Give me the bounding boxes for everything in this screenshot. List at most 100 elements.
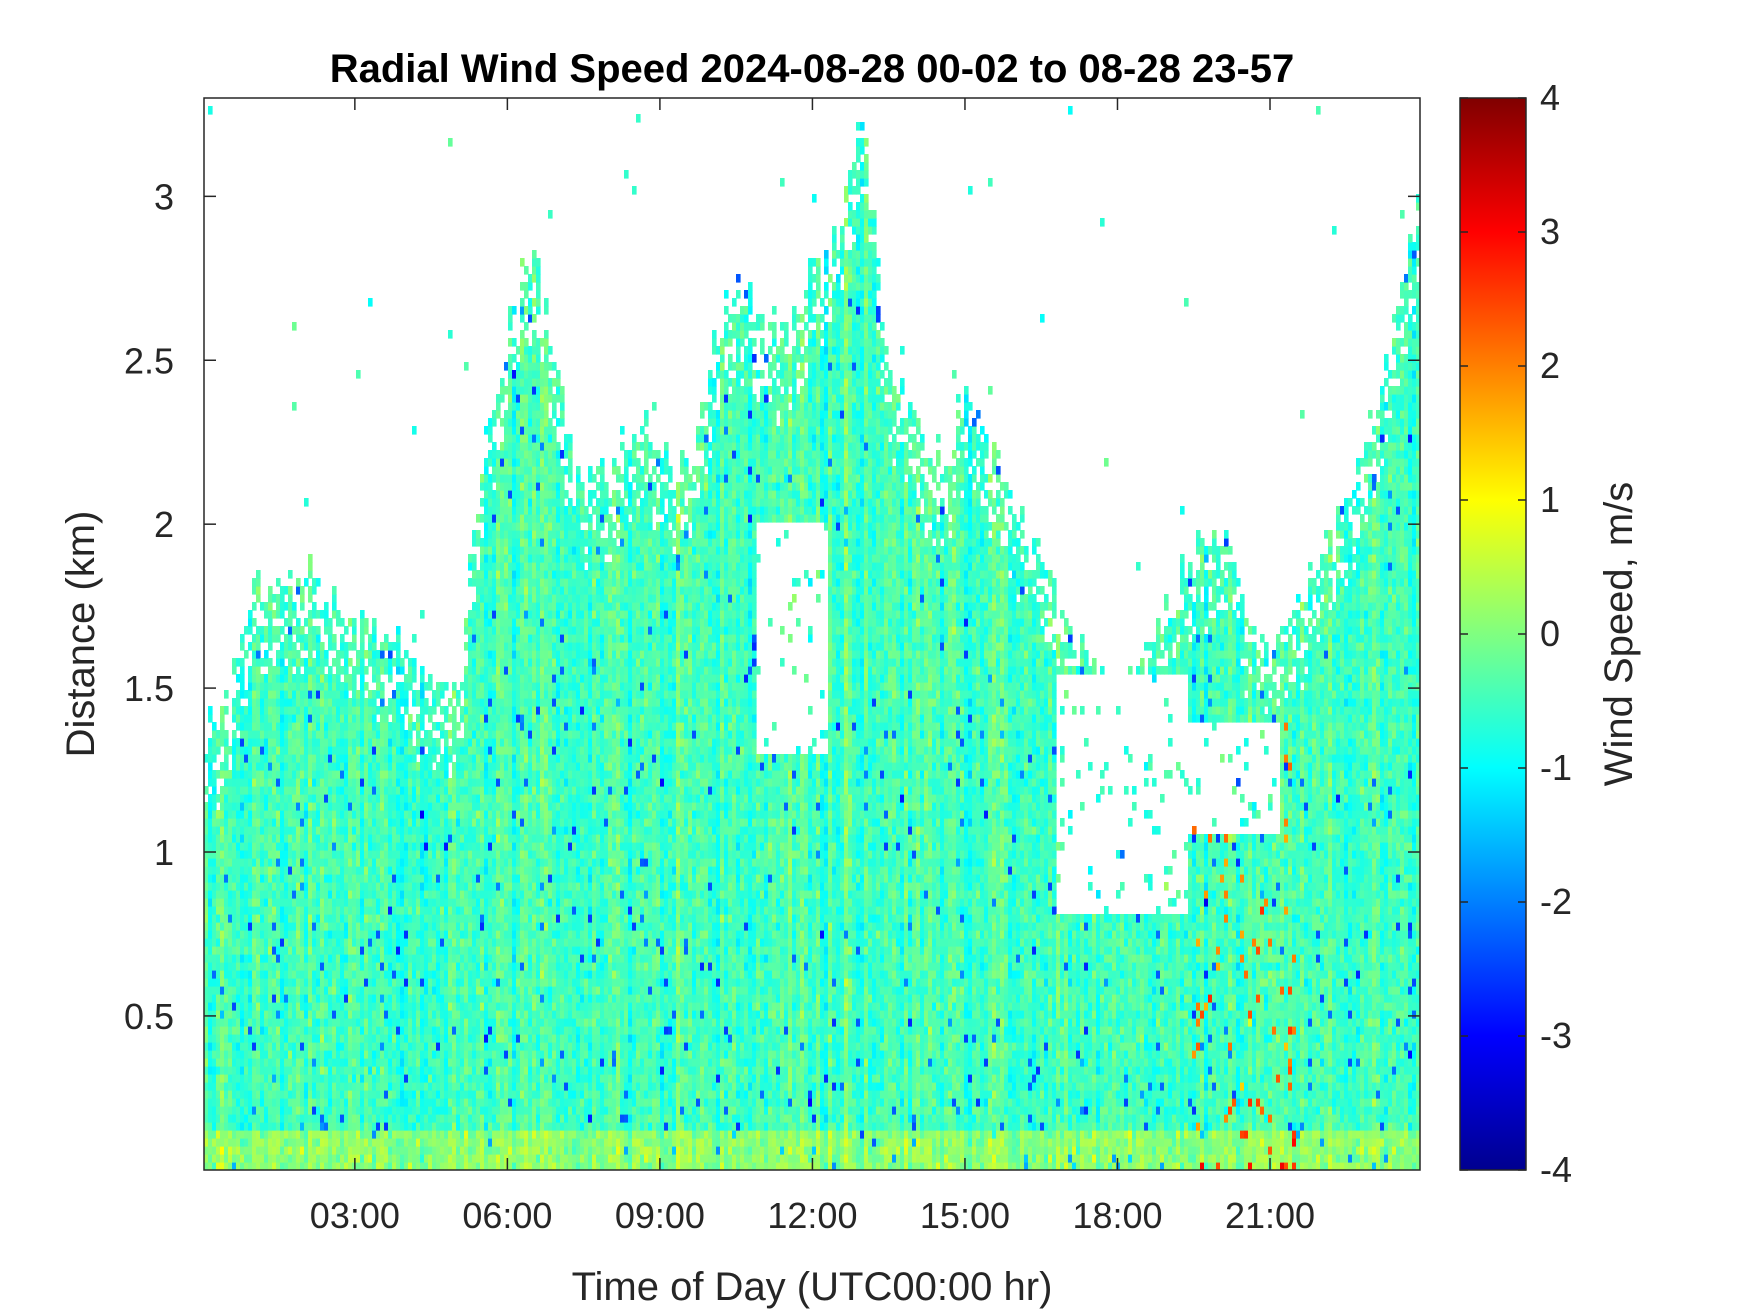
heatmap-cell [376, 962, 381, 971]
heatmap-cell [420, 666, 425, 675]
heatmap-cell [260, 1106, 265, 1115]
heatmap-cell [492, 570, 497, 579]
heatmap-cell [224, 810, 229, 819]
heatmap-cell [320, 826, 325, 835]
heatmap-cell [412, 962, 417, 971]
heatmap-cell [488, 706, 493, 715]
heatmap-cell [484, 1042, 489, 1051]
heatmap-cell [428, 706, 433, 715]
heatmap-cell [496, 818, 501, 827]
heatmap-cell [360, 962, 365, 971]
heatmap-cell [460, 786, 465, 795]
heatmap-cell [488, 874, 493, 883]
heatmap-cell [356, 818, 361, 827]
heatmap-cell [332, 890, 337, 899]
heatmap-cell [256, 874, 261, 883]
heatmap-cell [240, 986, 245, 995]
heatmap-cell [456, 1058, 461, 1067]
heatmap-cell [260, 602, 265, 611]
heatmap-cell [224, 818, 229, 827]
heatmap-cell [348, 850, 353, 859]
heatmap-cell [336, 698, 341, 707]
heatmap-cell [496, 1042, 501, 1051]
heatmap-cell [320, 1138, 325, 1147]
heatmap-cell [492, 1066, 497, 1075]
heatmap-cell [424, 954, 429, 963]
heatmap-cell [260, 1154, 265, 1163]
heatmap-cell [452, 866, 457, 875]
heatmap-cell [492, 490, 497, 499]
heatmap-cell [412, 1082, 417, 1091]
heatmap-cell [272, 890, 277, 899]
heatmap-cell [344, 754, 349, 763]
heatmap-cell [268, 1042, 273, 1051]
heatmap-cell [480, 874, 485, 883]
heatmap-cell [280, 1090, 285, 1099]
heatmap-cell [288, 1106, 293, 1115]
heatmap-cell [464, 986, 469, 995]
heatmap-cell [252, 802, 257, 811]
heatmap-cell [228, 1058, 233, 1067]
heatmap-cell [396, 1106, 401, 1115]
heatmap-cell [348, 1058, 353, 1067]
heatmap-cell [264, 674, 269, 683]
heatmap-cell [412, 1058, 417, 1067]
heatmap-cell [364, 666, 369, 675]
heatmap-cell [208, 714, 213, 723]
heatmap-cell [260, 826, 265, 835]
heatmap-cell [260, 802, 265, 811]
heatmap-cell [300, 890, 305, 899]
heatmap-cell [228, 802, 233, 811]
heatmap-cell [504, 1018, 509, 1027]
heatmap-cell [368, 746, 373, 755]
heatmap-cell [496, 770, 501, 779]
heatmap-cell [264, 858, 269, 867]
heatmap-cell [300, 770, 305, 779]
heatmap-cell [464, 994, 469, 1003]
heatmap-cell [448, 698, 453, 707]
heatmap-cell [384, 874, 389, 883]
heatmap-cell [308, 666, 313, 675]
heatmap-cell [348, 962, 353, 971]
heatmap-cell [412, 874, 417, 883]
heatmap-cell [236, 1146, 241, 1155]
heatmap-cell [220, 1010, 225, 1019]
heatmap-cell [268, 858, 273, 867]
heatmap-cell [488, 690, 493, 699]
heatmap-cell [316, 978, 321, 987]
heatmap-cell [208, 1066, 213, 1075]
heatmap-cell [272, 698, 277, 707]
heatmap-cell [248, 770, 253, 779]
heatmap-cell [208, 1090, 213, 1099]
heatmap-cell [300, 690, 305, 699]
heatmap-cell [416, 1122, 421, 1131]
heatmap-cell [484, 706, 489, 715]
heatmap-cell [468, 714, 473, 723]
heatmap-cell [328, 1106, 333, 1115]
heatmap-cell [380, 938, 385, 947]
heatmap-cell [264, 898, 269, 907]
heatmap-cell [484, 746, 489, 755]
heatmap-cell [368, 690, 373, 699]
heatmap-cell [492, 666, 497, 675]
heatmap-cell [336, 858, 341, 867]
heatmap-cell [408, 810, 413, 819]
heatmap-cell [220, 994, 225, 1003]
heatmap-cell [240, 1122, 245, 1131]
heatmap-cell [492, 1098, 497, 1107]
heatmap-cell [424, 1114, 429, 1123]
heatmap-cell [268, 730, 273, 739]
heatmap-cell [368, 930, 373, 939]
heatmap-cell [480, 1106, 485, 1115]
heatmap-cell [396, 802, 401, 811]
heatmap-cell [280, 1026, 285, 1035]
heatmap-cell [416, 1090, 421, 1099]
heatmap-cell [468, 746, 473, 755]
heatmap-cell [388, 834, 393, 843]
heatmap-cell [320, 810, 325, 819]
heatmap-cell [500, 642, 505, 651]
heatmap-cell [500, 882, 505, 891]
heatmap-cell [392, 906, 397, 915]
heatmap-cell [324, 794, 329, 803]
heatmap-cell [220, 882, 225, 891]
